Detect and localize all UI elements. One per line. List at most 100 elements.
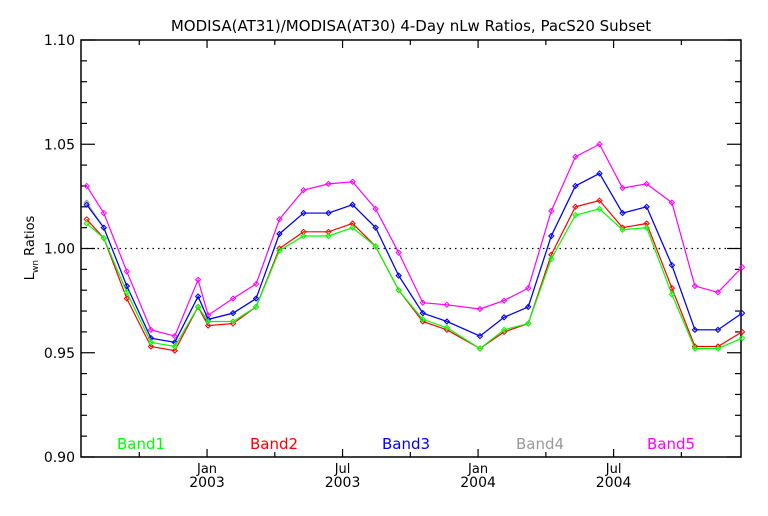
data-point bbox=[476, 332, 484, 340]
data-point bbox=[123, 282, 131, 290]
y-tick-label: 0.90 bbox=[44, 450, 75, 466]
data-point bbox=[252, 295, 260, 302]
series-line bbox=[86, 172, 743, 343]
x-tick-year: 2003 bbox=[325, 475, 361, 491]
data-point bbox=[619, 184, 626, 192]
data-point bbox=[419, 299, 426, 306]
x-tick-month: Jul bbox=[605, 462, 622, 477]
data-point bbox=[476, 305, 484, 313]
data-point bbox=[171, 332, 178, 340]
data-point bbox=[596, 197, 603, 204]
data-point bbox=[714, 289, 722, 296]
x-tick-year: 2004 bbox=[596, 475, 632, 491]
data-point bbox=[372, 205, 379, 213]
data-point bbox=[325, 232, 332, 240]
data-point bbox=[276, 230, 283, 238]
series-line bbox=[86, 172, 743, 343]
data-point bbox=[548, 255, 555, 263]
data-point bbox=[500, 326, 508, 334]
data-point bbox=[372, 224, 379, 231]
data-point bbox=[83, 216, 90, 223]
data-point bbox=[325, 180, 332, 188]
y-axis-label: Lwn Ratios bbox=[23, 215, 41, 280]
data-point bbox=[548, 207, 555, 215]
data-point bbox=[500, 314, 508, 321]
data-point bbox=[668, 284, 676, 292]
data-point bbox=[276, 216, 283, 223]
data-point bbox=[349, 224, 356, 231]
data-point bbox=[83, 182, 90, 190]
y-tick-label: 0.95 bbox=[44, 346, 75, 362]
data-point bbox=[123, 268, 131, 275]
data-point bbox=[643, 220, 650, 227]
data-point bbox=[171, 343, 178, 350]
y-tick-label: 1.00 bbox=[44, 242, 75, 258]
data-point bbox=[349, 201, 356, 208]
data-point bbox=[548, 251, 555, 258]
data-point bbox=[300, 228, 307, 236]
plot-area: 0.900.951.001.051.10Jan2003Jul2003Jan200… bbox=[44, 33, 746, 491]
data-point bbox=[714, 345, 722, 352]
data-point bbox=[395, 249, 402, 256]
data-point bbox=[668, 199, 676, 206]
series-line bbox=[86, 143, 743, 337]
legend-label-band4: Band4 bbox=[516, 435, 564, 453]
data-point bbox=[194, 303, 202, 311]
data-point bbox=[147, 334, 155, 342]
series-band5 bbox=[83, 141, 746, 340]
data-point bbox=[204, 322, 212, 329]
data-point bbox=[229, 318, 237, 325]
data-point bbox=[643, 180, 650, 188]
data-point bbox=[100, 224, 107, 231]
data-point bbox=[229, 309, 237, 317]
data-point bbox=[643, 203, 650, 211]
data-point bbox=[194, 276, 202, 283]
series-line bbox=[86, 208, 743, 350]
chart-title: MODISA(AT31)/MODISA(AT30) 4-Day nLw Rati… bbox=[171, 17, 651, 35]
data-point bbox=[349, 178, 356, 185]
data-point bbox=[525, 320, 532, 327]
data-point bbox=[668, 291, 676, 298]
data-point bbox=[691, 345, 699, 352]
data-point bbox=[572, 203, 579, 211]
data-point bbox=[83, 220, 90, 227]
data-point bbox=[691, 282, 699, 290]
data-point bbox=[194, 293, 202, 300]
series-band1 bbox=[83, 205, 746, 352]
y-axis-label-sub: wn bbox=[31, 260, 41, 273]
data-point bbox=[83, 201, 90, 208]
data-point bbox=[325, 209, 332, 217]
data-point bbox=[525, 284, 532, 292]
data-point bbox=[252, 280, 260, 288]
data-point bbox=[171, 347, 178, 354]
data-point bbox=[395, 272, 402, 279]
data-point bbox=[738, 309, 746, 317]
data-point bbox=[525, 303, 532, 311]
data-point bbox=[171, 339, 178, 346]
y-axis-label-main: L bbox=[23, 272, 38, 280]
data-point bbox=[300, 209, 307, 217]
data-point bbox=[349, 220, 356, 227]
data-point bbox=[100, 209, 107, 217]
data-point bbox=[252, 303, 260, 311]
data-point bbox=[443, 324, 451, 331]
data-point bbox=[643, 224, 650, 231]
legend-label-band3: Band3 bbox=[382, 435, 430, 453]
legend-label-band5: Band5 bbox=[647, 435, 695, 453]
data-point bbox=[668, 261, 676, 269]
data-point bbox=[572, 153, 579, 160]
data-point bbox=[204, 318, 212, 325]
series-band4 bbox=[83, 170, 746, 346]
data-point bbox=[395, 286, 402, 294]
data-point bbox=[548, 232, 555, 240]
legend-label-band2: Band2 bbox=[250, 435, 298, 453]
data-point bbox=[619, 209, 626, 217]
data-point bbox=[476, 345, 484, 352]
data-point bbox=[325, 228, 332, 236]
data-point bbox=[147, 343, 155, 350]
data-point bbox=[443, 301, 451, 309]
data-point bbox=[419, 316, 426, 323]
x-tick-year: 2004 bbox=[460, 475, 496, 491]
data-point bbox=[300, 186, 307, 194]
